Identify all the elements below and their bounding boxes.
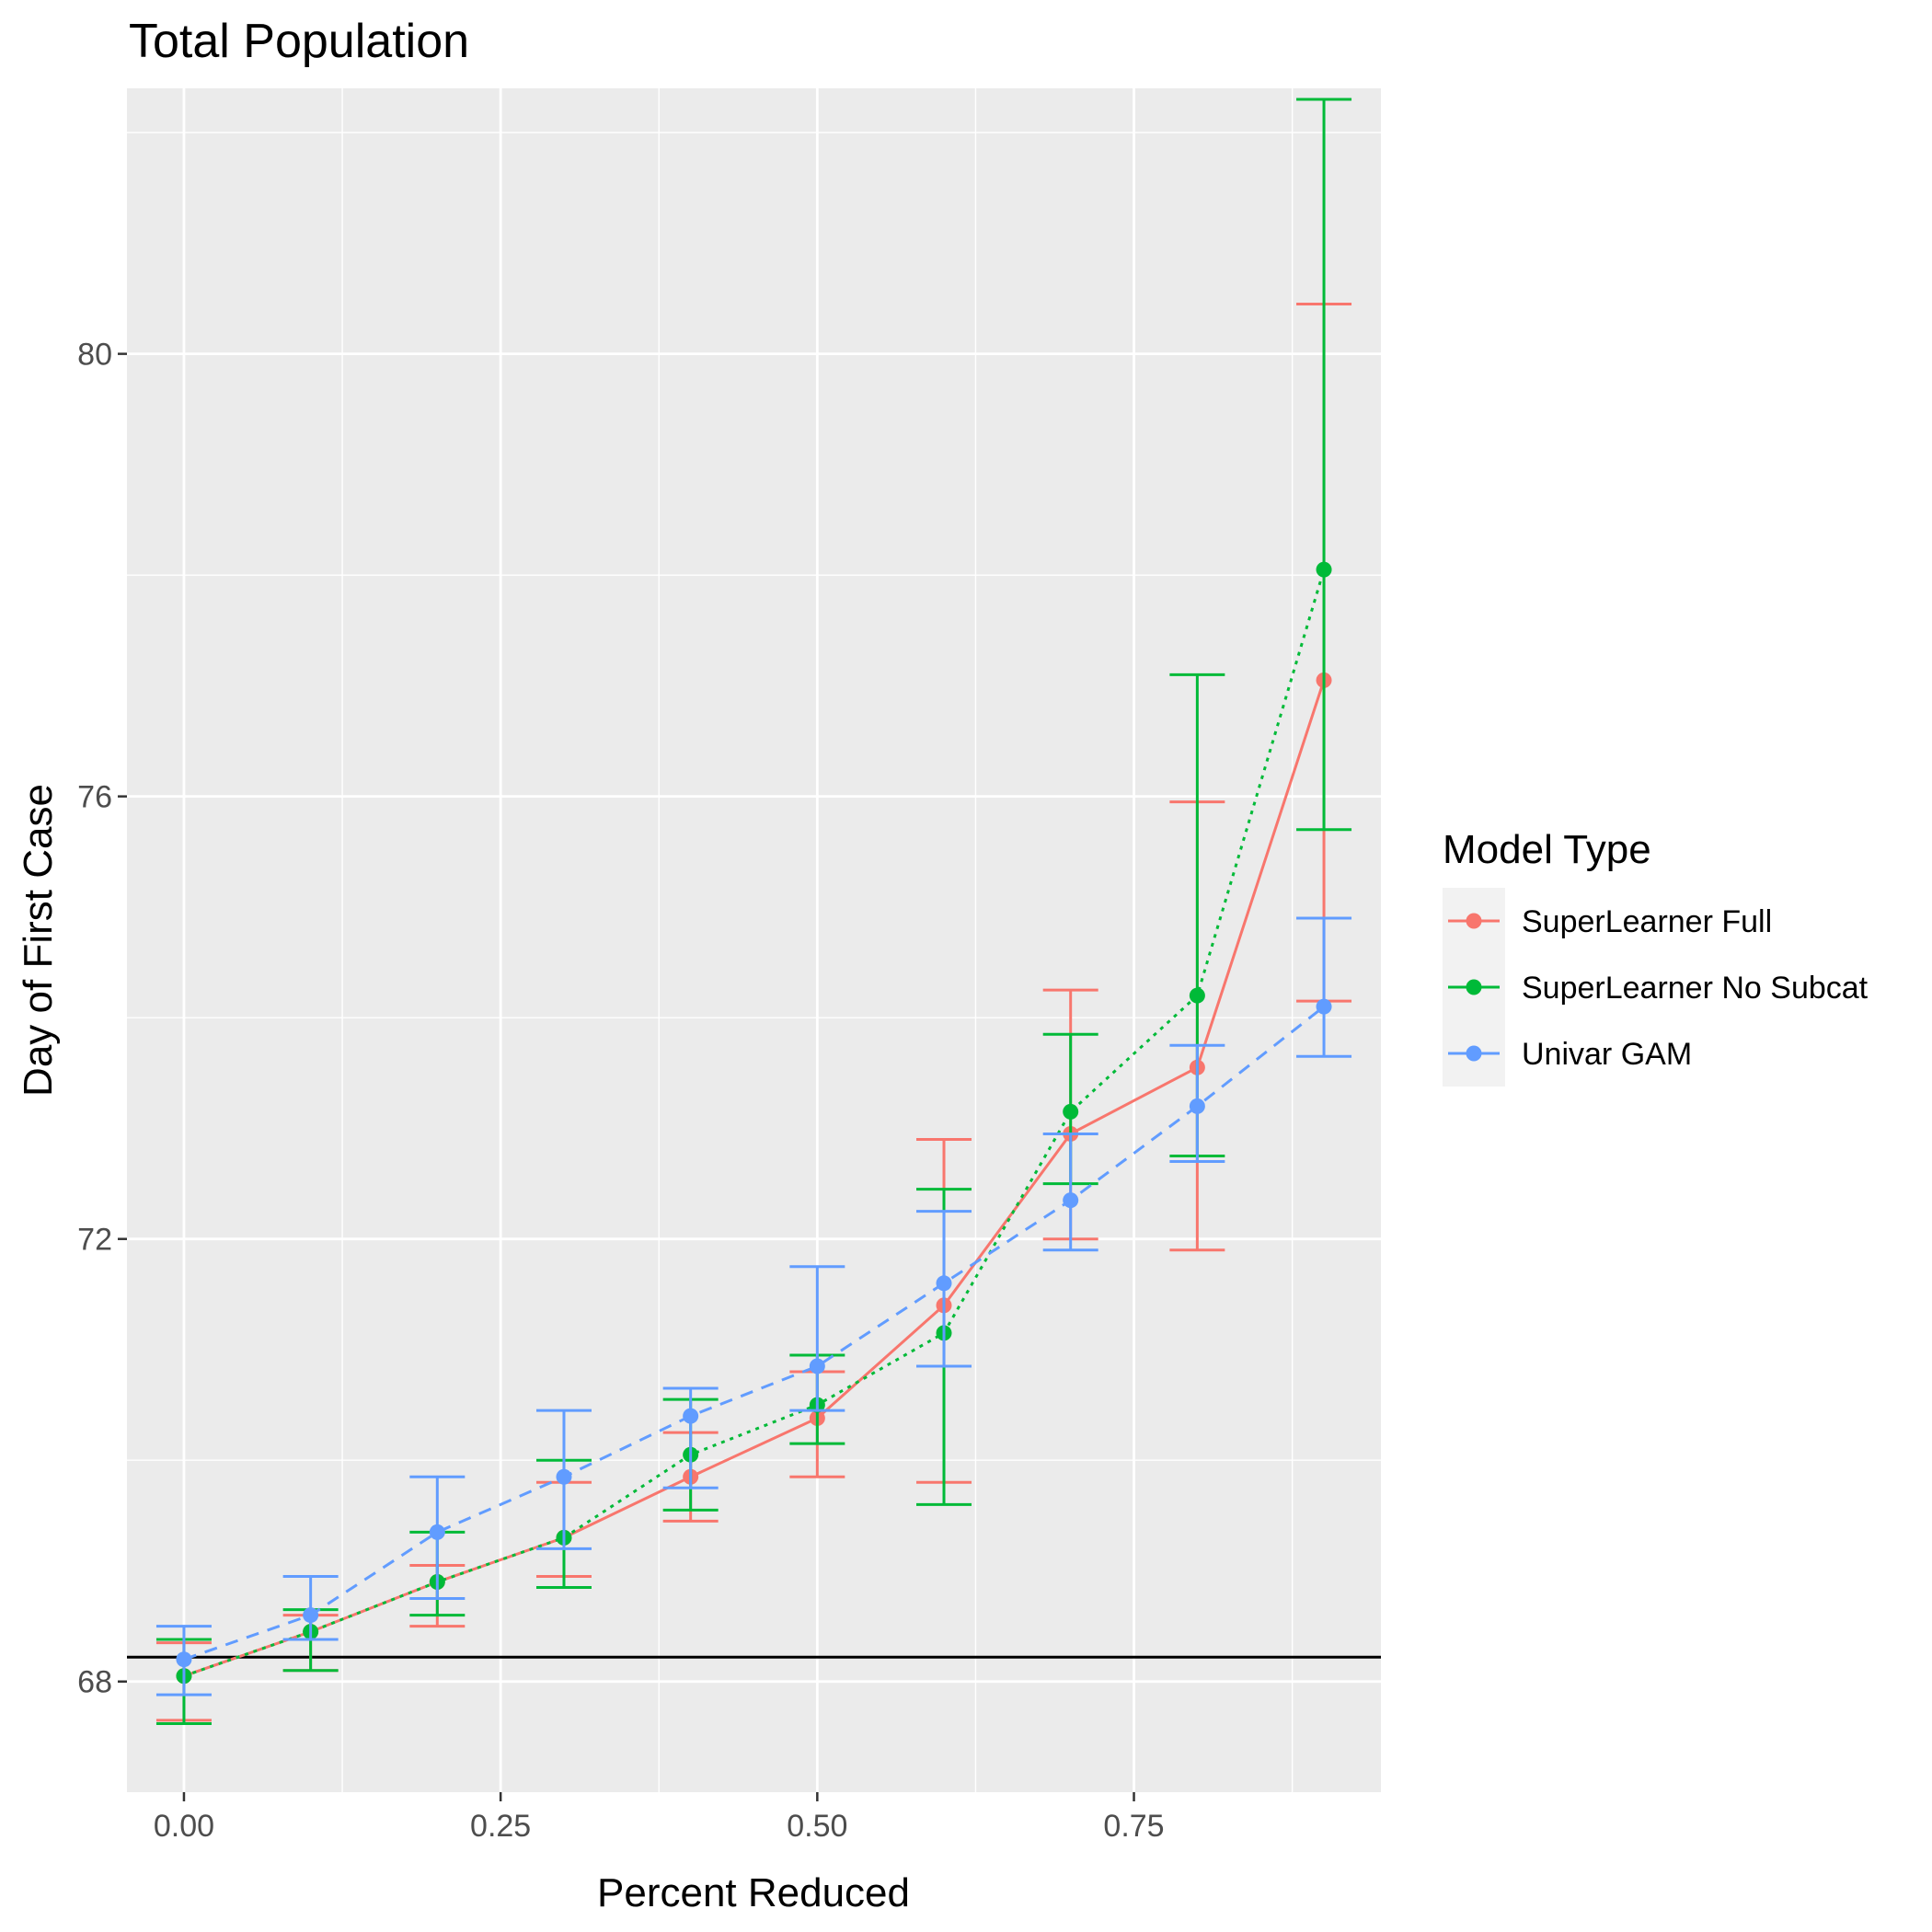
legend: Model Type SuperLearner Full SuperLearner… — [1443, 827, 1869, 1087]
data-point — [1189, 1098, 1205, 1114]
legend-title: Model Type — [1443, 827, 1651, 872]
series-line — [183, 1005, 1325, 1662]
legend-key-point — [1466, 913, 1482, 929]
y-tick-label: 72 — [77, 1223, 112, 1258]
axis-layer: 0.00 0.25 0.50 0.75 68 72 76 80 — [77, 338, 1164, 1844]
legend-label: SuperLearner Full — [1522, 904, 1772, 939]
x-axis-title: Percent Reduced — [597, 1870, 910, 1915]
grid-lines — [127, 88, 1381, 1792]
x-tick-label: 0.25 — [470, 1809, 531, 1844]
series-line — [183, 569, 1326, 1678]
x-tick-label: 0.50 — [787, 1809, 847, 1844]
data-point — [429, 1524, 445, 1540]
data-point — [936, 1275, 952, 1292]
data-point — [683, 1408, 699, 1424]
legend-label: SuperLearner No Subcat — [1522, 971, 1869, 1006]
x-tick-label: 0.00 — [154, 1809, 214, 1844]
data-layer — [155, 98, 1352, 1725]
series-group — [155, 916, 1352, 1696]
data-point — [303, 1607, 319, 1624]
legend-key-point — [1466, 979, 1482, 995]
legend-key-point — [1466, 1045, 1482, 1062]
legend-label: Univar GAM — [1522, 1037, 1692, 1072]
data-point — [1063, 1192, 1079, 1209]
y-tick-label: 80 — [77, 338, 112, 373]
y-axis-title: Day of First Case — [16, 784, 61, 1097]
data-point — [1316, 998, 1332, 1015]
series-line — [183, 679, 1326, 1678]
y-tick-label: 76 — [77, 780, 112, 815]
y-tick-label: 68 — [77, 1665, 112, 1700]
data-point — [1063, 1103, 1079, 1120]
data-point — [809, 1358, 825, 1374]
chart-title: Total Population — [129, 15, 469, 68]
data-point — [176, 1651, 192, 1668]
data-point — [1189, 987, 1205, 1004]
data-point — [556, 1468, 572, 1485]
x-tick-label: 0.75 — [1103, 1809, 1164, 1844]
data-point — [1316, 561, 1332, 578]
plot-panel — [127, 88, 1381, 1792]
